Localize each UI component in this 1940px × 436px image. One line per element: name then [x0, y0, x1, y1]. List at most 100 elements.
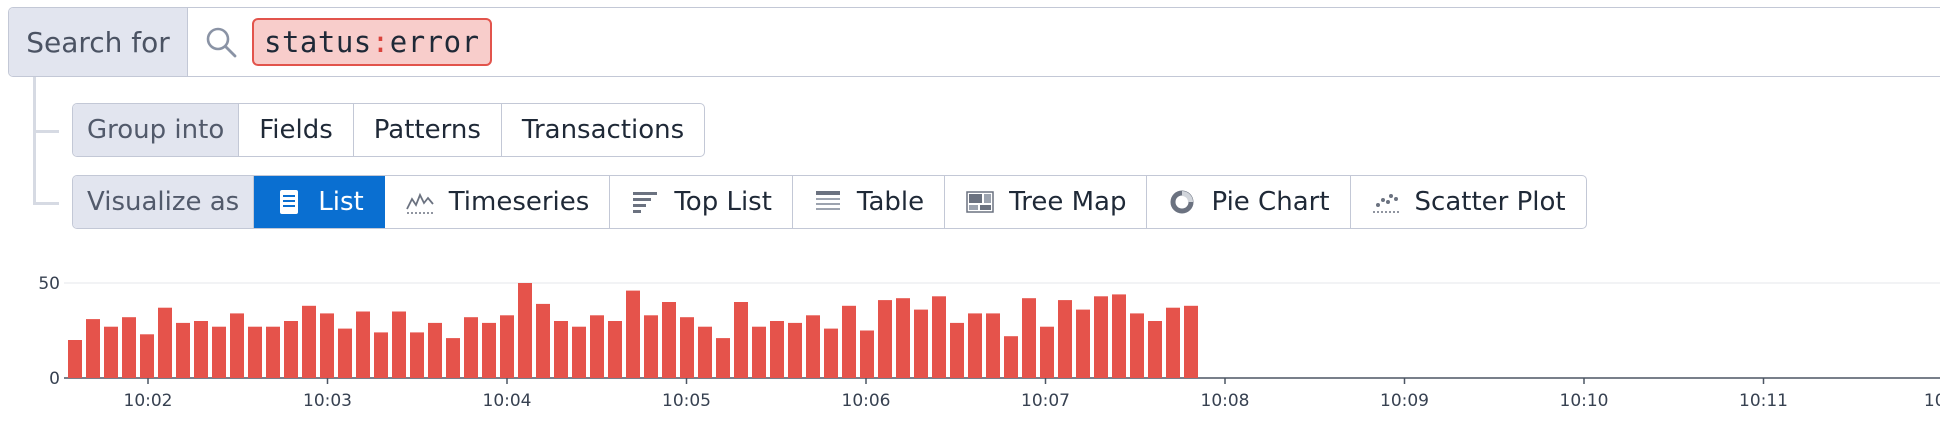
histogram-bar[interactable] [122, 317, 136, 378]
histogram-bar[interactable] [644, 315, 658, 378]
x-tick-label: 10:1 [1924, 391, 1940, 411]
x-tick-label: 10:08 [1201, 391, 1250, 411]
visualize-scatter-plot-label: Scatter Plot [1414, 187, 1566, 217]
visualize-tree-map-label: Tree Map [1009, 187, 1127, 217]
histogram-bar[interactable] [824, 328, 838, 378]
histogram-bar[interactable] [248, 326, 262, 378]
histogram-bar[interactable] [734, 302, 748, 378]
query-token[interactable]: status: error [252, 18, 492, 66]
histogram-bar[interactable] [356, 311, 370, 379]
x-tick-label: 10:02 [124, 391, 173, 411]
histogram-bar[interactable] [770, 321, 784, 378]
histogram-bar[interactable] [68, 340, 82, 378]
histogram-bar[interactable] [284, 321, 298, 378]
histogram-bar[interactable] [1076, 309, 1090, 378]
table-icon [815, 191, 840, 210]
histogram-bar[interactable] [1112, 294, 1126, 378]
histogram-bar[interactable] [482, 322, 496, 378]
histogram-bar[interactable] [626, 290, 640, 378]
log-count-histogram: 0 50 10:02 10:03 10:04 10:05 10:06 10:07 10:08 10… [38, 274, 1940, 411]
histogram-bar[interactable] [392, 311, 406, 379]
timeseries-icon [405, 192, 434, 214]
histogram-bar[interactable] [1040, 326, 1054, 378]
group-fields-button[interactable]: Fields [239, 104, 354, 156]
visualize-as-label: Visualize as [73, 176, 255, 228]
x-tick-label: 10:06 [842, 391, 891, 411]
histogram-bar[interactable] [806, 315, 820, 378]
histogram-bar[interactable] [446, 338, 460, 378]
top-list-icon [633, 192, 658, 213]
histogram-bar[interactable] [302, 305, 316, 378]
histogram-bar[interactable] [464, 317, 478, 378]
histogram-bar[interactable] [572, 326, 586, 378]
histogram-bar[interactable] [842, 305, 856, 378]
histogram-bar[interactable] [716, 338, 730, 378]
visualize-timeseries-button[interactable]: Timeseries [385, 176, 611, 228]
pie-chart-icon [1170, 190, 1194, 214]
query-key: status [264, 25, 372, 59]
x-tick-label: 10:03 [303, 391, 352, 411]
histogram-bar[interactable] [896, 298, 910, 378]
histogram-bar[interactable] [1022, 298, 1036, 378]
histogram-bar[interactable] [104, 326, 118, 378]
histogram-bar[interactable] [698, 326, 712, 378]
histogram-bar[interactable] [1148, 321, 1162, 378]
histogram-bar[interactable] [1094, 296, 1108, 378]
x-tick-label: 10:04 [483, 391, 532, 411]
group-patterns-button[interactable]: Patterns [354, 104, 502, 156]
histogram-bar[interactable] [662, 302, 676, 378]
histogram-bar[interactable] [860, 330, 874, 379]
histogram-bar[interactable] [500, 315, 514, 378]
histogram-bar[interactable] [1004, 336, 1018, 378]
histogram-bar[interactable] [1166, 307, 1180, 378]
histogram-bar[interactable] [608, 321, 622, 378]
visualize-timeseries-label: Timeseries [448, 187, 590, 217]
histogram-bar[interactable] [1058, 300, 1072, 378]
search-bar[interactable]: Search for status: error [8, 7, 1940, 77]
histogram-bar[interactable] [86, 319, 100, 378]
histogram-bar[interactable] [140, 334, 154, 378]
visualize-top-list-label: Top List [674, 187, 772, 217]
visualize-list-button[interactable]: List [254, 176, 385, 228]
visualize-tree-map-button[interactable]: Tree Map [945, 176, 1148, 228]
histogram-bar[interactable] [590, 315, 604, 378]
tree-connector-visualize [33, 202, 59, 205]
scatter-plot-icon [1372, 194, 1399, 213]
histogram-bar[interactable] [428, 322, 442, 378]
histogram-bar[interactable] [932, 296, 946, 378]
histogram-bar[interactable] [194, 321, 208, 378]
histogram-bar[interactable] [788, 322, 802, 378]
visualize-scatter-plot-button[interactable]: Scatter Plot [1351, 176, 1586, 228]
histogram-bar[interactable] [1184, 305, 1198, 378]
histogram-bar[interactable] [212, 326, 226, 378]
histogram-bar[interactable] [176, 322, 190, 378]
histogram-bar[interactable] [230, 313, 244, 378]
search-icon [206, 27, 237, 58]
histogram-bar[interactable] [914, 309, 928, 378]
histogram-bar[interactable] [1130, 313, 1144, 378]
visualize-table-button[interactable]: Table [793, 176, 946, 228]
histogram-bar[interactable] [536, 303, 550, 378]
y-tick-label: 0 [49, 369, 60, 389]
histogram-bar[interactable] [518, 283, 532, 378]
histogram-bar[interactable] [266, 326, 280, 378]
histogram-bar[interactable] [950, 322, 964, 378]
search-input[interactable]: status: error [188, 8, 1940, 76]
visualize-top-list-button[interactable]: Top List [610, 176, 793, 228]
histogram-bar[interactable] [338, 328, 352, 378]
histogram-bar[interactable] [410, 332, 424, 378]
histogram-bar[interactable] [680, 317, 694, 378]
histogram-bar[interactable] [320, 313, 334, 378]
group-transactions-button[interactable]: Transactions [521, 115, 685, 145]
histogram-bar[interactable] [752, 326, 766, 378]
histogram-bar[interactable] [968, 313, 982, 378]
visualize-list-label: List [318, 187, 364, 217]
histogram-bar[interactable] [986, 313, 1000, 378]
visualize-pie-chart-button[interactable]: Pie Chart [1147, 176, 1351, 228]
histogram-bar[interactable] [374, 332, 388, 378]
histogram-bar[interactable] [158, 307, 172, 378]
histogram-bar[interactable] [554, 321, 568, 378]
visualize-pie-chart-label: Pie Chart [1211, 187, 1330, 217]
histogram-bar[interactable] [878, 300, 892, 378]
group-into-label: Group into [73, 104, 240, 156]
